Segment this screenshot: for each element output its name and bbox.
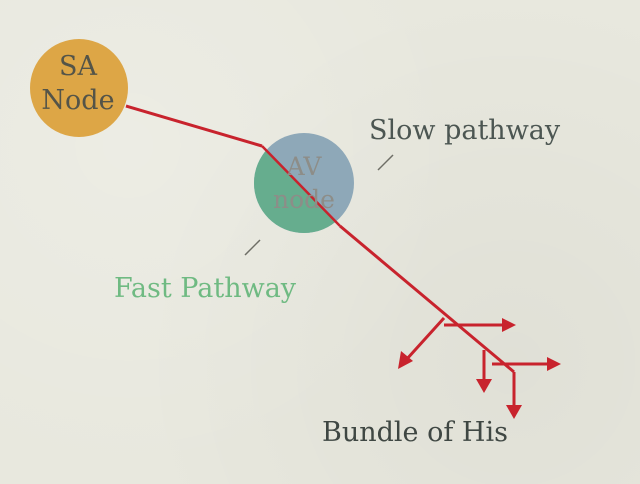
slow-pathway-label: Slow pathway <box>369 115 561 146</box>
sa-node <box>30 39 128 137</box>
av-entry-line <box>261 145 341 227</box>
av-node-label: AV node <box>273 152 335 214</box>
fast-pathway-pointer <box>244 239 261 256</box>
his-arrowheads <box>398 318 561 419</box>
branch-left <box>404 316 446 362</box>
arrowhead-left <box>398 351 413 369</box>
arrowhead-right-lower <box>547 357 561 371</box>
arrowhead-down-mid <box>476 379 492 393</box>
arrowhead-down-end <box>506 405 522 419</box>
his-branches <box>404 316 552 408</box>
fast-pathway-label: Fast Pathway <box>114 273 297 304</box>
his-trunk-line <box>339 224 515 374</box>
arrowhead-right-upper <box>502 318 516 332</box>
slow-pathway-pointer <box>377 154 394 171</box>
bundle-of-his-label: Bundle of His <box>322 417 508 448</box>
sa-av-line <box>125 104 263 148</box>
sa-node-label: SA Node <box>41 51 115 116</box>
